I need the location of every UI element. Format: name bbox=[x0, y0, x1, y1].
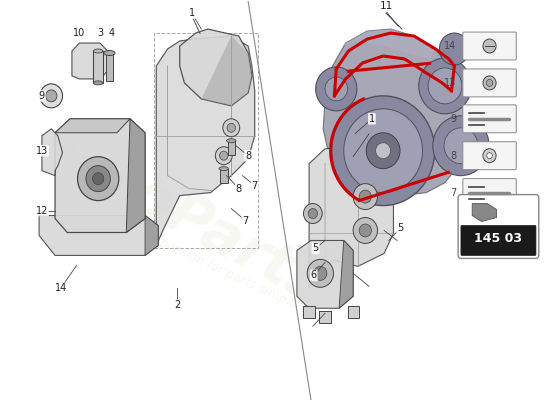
Ellipse shape bbox=[104, 50, 115, 56]
Text: 13: 13 bbox=[444, 78, 456, 88]
Circle shape bbox=[483, 76, 496, 90]
Text: 5: 5 bbox=[312, 244, 319, 254]
Circle shape bbox=[419, 58, 471, 114]
Circle shape bbox=[486, 80, 493, 86]
Circle shape bbox=[487, 153, 492, 159]
Bar bbox=[228, 141, 235, 155]
Circle shape bbox=[316, 67, 357, 111]
Circle shape bbox=[483, 39, 496, 53]
Text: 12: 12 bbox=[36, 206, 48, 216]
Circle shape bbox=[433, 116, 489, 176]
Circle shape bbox=[444, 128, 478, 164]
Circle shape bbox=[86, 166, 111, 192]
Circle shape bbox=[353, 218, 377, 244]
Ellipse shape bbox=[94, 49, 103, 53]
Circle shape bbox=[344, 109, 422, 192]
Circle shape bbox=[428, 68, 462, 104]
Text: 8: 8 bbox=[236, 184, 242, 194]
FancyBboxPatch shape bbox=[463, 105, 516, 133]
Circle shape bbox=[227, 123, 235, 132]
FancyBboxPatch shape bbox=[463, 179, 516, 206]
Circle shape bbox=[359, 224, 371, 237]
Text: 14: 14 bbox=[54, 283, 67, 293]
Bar bbox=[94, 51, 103, 83]
Polygon shape bbox=[72, 43, 108, 79]
Circle shape bbox=[92, 173, 104, 185]
Text: 145 03: 145 03 bbox=[475, 232, 522, 246]
Text: 10: 10 bbox=[73, 28, 86, 38]
Text: 11: 11 bbox=[379, 1, 393, 11]
Text: 3: 3 bbox=[97, 28, 103, 38]
Circle shape bbox=[308, 208, 317, 218]
Circle shape bbox=[314, 266, 327, 280]
Circle shape bbox=[366, 133, 400, 169]
Circle shape bbox=[304, 204, 322, 224]
FancyBboxPatch shape bbox=[463, 32, 516, 60]
Circle shape bbox=[307, 260, 333, 287]
Text: 1: 1 bbox=[189, 8, 195, 18]
Polygon shape bbox=[297, 240, 353, 308]
Polygon shape bbox=[180, 29, 252, 106]
Polygon shape bbox=[201, 36, 252, 106]
Polygon shape bbox=[55, 119, 145, 232]
Text: 7: 7 bbox=[251, 181, 258, 191]
Circle shape bbox=[216, 147, 232, 165]
Circle shape bbox=[439, 33, 469, 65]
Circle shape bbox=[325, 77, 348, 101]
Text: a passion for parts simplified: a passion for parts simplified bbox=[147, 231, 316, 320]
Circle shape bbox=[46, 90, 57, 102]
Text: 9: 9 bbox=[39, 91, 45, 101]
Polygon shape bbox=[42, 129, 63, 176]
Circle shape bbox=[376, 143, 390, 159]
Bar bbox=[320, 311, 331, 323]
FancyBboxPatch shape bbox=[461, 226, 536, 256]
Text: 8: 8 bbox=[450, 151, 456, 161]
Circle shape bbox=[40, 84, 63, 108]
Text: 6: 6 bbox=[311, 270, 317, 280]
Text: 2: 2 bbox=[174, 300, 180, 310]
Text: 1: 1 bbox=[369, 114, 375, 124]
Text: 7: 7 bbox=[242, 216, 249, 226]
Circle shape bbox=[332, 96, 434, 206]
Polygon shape bbox=[323, 29, 466, 196]
Text: 14: 14 bbox=[444, 41, 456, 51]
Polygon shape bbox=[342, 29, 436, 59]
Circle shape bbox=[219, 151, 228, 160]
Text: 8: 8 bbox=[245, 151, 251, 161]
Polygon shape bbox=[39, 216, 158, 256]
Bar bbox=[304, 306, 315, 318]
FancyBboxPatch shape bbox=[458, 194, 539, 258]
Polygon shape bbox=[145, 216, 158, 256]
FancyBboxPatch shape bbox=[463, 142, 516, 170]
Polygon shape bbox=[309, 147, 393, 288]
Text: 7: 7 bbox=[450, 188, 456, 198]
FancyBboxPatch shape bbox=[463, 69, 516, 97]
Circle shape bbox=[483, 149, 496, 163]
Ellipse shape bbox=[219, 167, 228, 171]
Text: euroParts: euroParts bbox=[25, 115, 334, 316]
Ellipse shape bbox=[227, 139, 236, 143]
Circle shape bbox=[359, 190, 371, 203]
Circle shape bbox=[78, 157, 119, 200]
Polygon shape bbox=[339, 240, 353, 308]
Polygon shape bbox=[55, 119, 130, 133]
Bar bbox=[220, 169, 228, 183]
Polygon shape bbox=[156, 36, 255, 246]
Circle shape bbox=[353, 184, 377, 210]
Ellipse shape bbox=[94, 81, 103, 85]
Polygon shape bbox=[472, 204, 497, 222]
Text: 5: 5 bbox=[397, 224, 403, 234]
Bar bbox=[348, 306, 359, 318]
Bar bbox=[106, 53, 113, 81]
Text: 4: 4 bbox=[108, 28, 114, 38]
Text: 13: 13 bbox=[36, 146, 48, 156]
Text: 9: 9 bbox=[450, 114, 456, 124]
Polygon shape bbox=[126, 119, 145, 232]
Circle shape bbox=[223, 119, 240, 137]
